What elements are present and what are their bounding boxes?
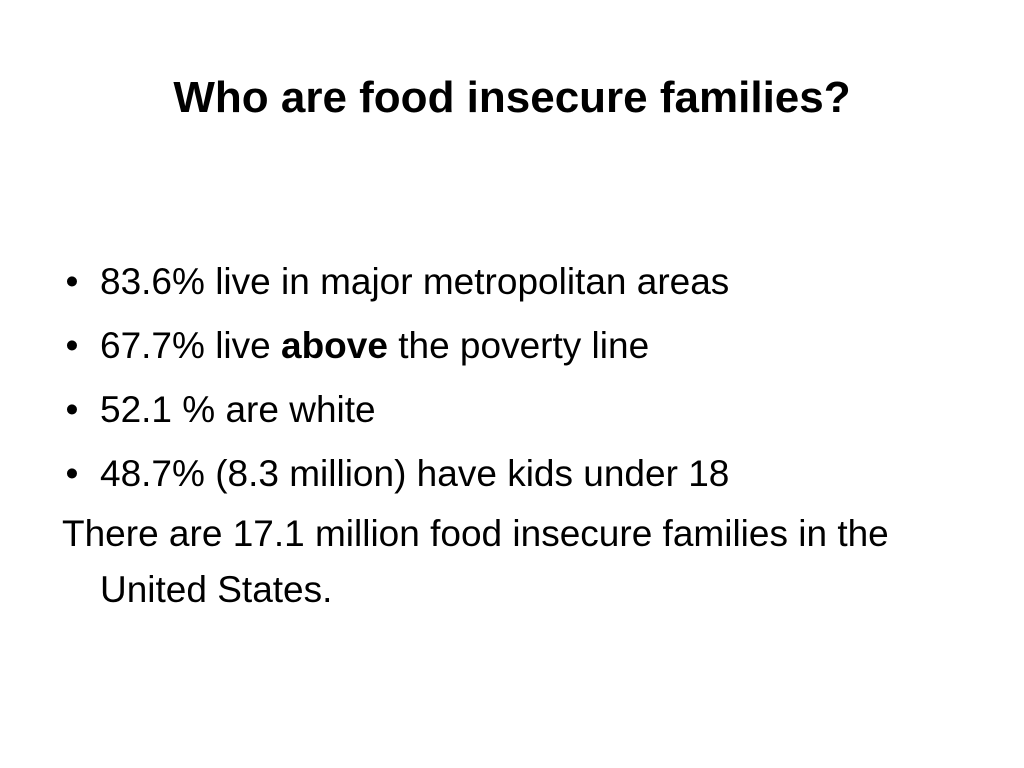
bullet-text: 83.6% live in major metropolitan areas: [100, 261, 730, 302]
bullet-icon: •: [65, 261, 79, 302]
bullet-text: 52.1 % are white: [100, 389, 376, 430]
slide-body: • 83.6% live in major metropolitan areas…: [62, 250, 992, 618]
bullet-item-white: • 52.1 % are white: [62, 378, 992, 442]
bullet-icon: •: [65, 325, 79, 366]
bullet-emphasis: above: [281, 325, 388, 366]
summary-text: There are 17.1 million food insecure fam…: [62, 513, 889, 610]
bullet-text-before: 67.7% live: [100, 325, 281, 366]
slide-title: Who are food insecure families?: [173, 73, 851, 122]
bullet-list: • 83.6% live in major metropolitan areas…: [62, 250, 992, 506]
bullet-text-after: the poverty line: [387, 325, 650, 366]
bullet-icon: •: [65, 453, 79, 494]
bullet-item-kids: • 48.7% (8.3 million) have kids under 18: [62, 442, 992, 506]
bullet-text: 48.7% (8.3 million) have kids under 18: [100, 453, 730, 494]
bullet-item-metropolitan: • 83.6% live in major metropolitan areas: [62, 250, 992, 314]
bullet-icon: •: [65, 389, 79, 430]
bullet-item-poverty-line: • 67.7% live above the poverty line: [62, 314, 992, 378]
